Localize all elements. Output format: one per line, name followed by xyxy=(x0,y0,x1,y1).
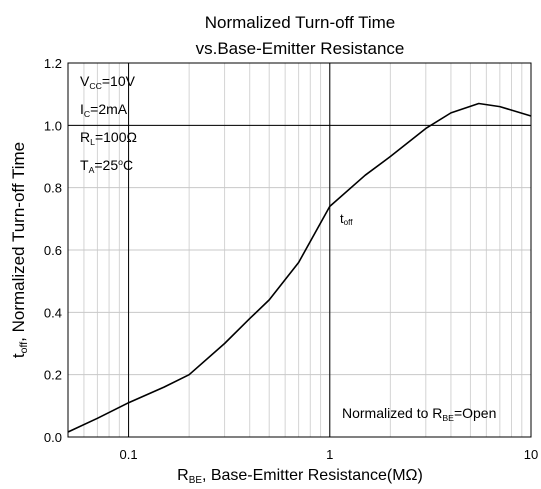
curve-label-part: t xyxy=(340,211,344,226)
condition-label-part: o xyxy=(118,157,123,167)
y-tick-label: 0.6 xyxy=(44,243,62,258)
y-tick-label: 0.8 xyxy=(44,181,62,196)
curve-label: toff xyxy=(340,211,353,227)
data-line xyxy=(67,102,532,433)
condition-label-part: C xyxy=(123,157,133,173)
curve-label-part: off xyxy=(344,218,354,227)
condition-label: VCC=10V xyxy=(80,73,136,91)
condition-label-part: =100Ω xyxy=(95,129,137,145)
y-tick-label: 0.4 xyxy=(44,305,62,320)
condition-label-part: C xyxy=(84,109,90,119)
condition-label: IC=2mA xyxy=(80,101,128,119)
condition-label: TA=25oC xyxy=(80,157,133,175)
y-axis-label-part: , Normalized Turn-off Time xyxy=(9,142,28,342)
condition-label-part: CC xyxy=(89,81,102,91)
x-axis-label: RBE, Base-Emitter Resistance(MΩ) xyxy=(177,467,423,486)
note-label-part: BE xyxy=(442,413,454,423)
y-axis-label-part: off xyxy=(18,342,30,354)
plot-frame xyxy=(67,62,532,438)
note-label-part: =Open xyxy=(454,405,496,421)
y-axis-label: toff, Normalized Turn-off Time xyxy=(9,142,30,358)
y-tick-label: 0.2 xyxy=(44,368,62,383)
condition-label-part: A xyxy=(89,165,95,175)
y-tick-label: 1.2 xyxy=(44,56,62,71)
x-tick-label: 0.1 xyxy=(120,447,138,462)
note-label: Normalized to RBE=Open xyxy=(342,405,496,423)
x-tick-label: 10 xyxy=(524,447,538,462)
y-tick-label: 0.0 xyxy=(44,430,62,445)
condition-label-part: T xyxy=(80,157,89,173)
condition-label-part: L xyxy=(90,137,95,147)
condition-label-part: =10V xyxy=(102,73,136,89)
condition-label-part: =2mA xyxy=(90,101,128,117)
y-tick-label: 1.0 xyxy=(44,118,62,133)
x-axis-label-part: , Base-Emitter Resistance(MΩ) xyxy=(202,467,423,484)
condition-label-part: =25 xyxy=(94,157,118,173)
x-axis-label-part: BE xyxy=(189,475,203,486)
condition-label-part: V xyxy=(80,73,90,89)
condition-label-part: I xyxy=(80,101,84,117)
note-label-part: Normalized to R xyxy=(342,405,442,421)
x-tick-label: 1 xyxy=(326,447,333,462)
chart-title: Normalized Turn-off Time xyxy=(205,13,396,32)
y-axis-label-part: t xyxy=(9,353,28,358)
x-axis-label-part: R xyxy=(177,467,189,484)
condition-label: RL=100Ω xyxy=(80,129,137,147)
condition-label-part: R xyxy=(80,129,90,145)
chart-title: vs.Base-Emitter Resistance xyxy=(196,39,405,58)
